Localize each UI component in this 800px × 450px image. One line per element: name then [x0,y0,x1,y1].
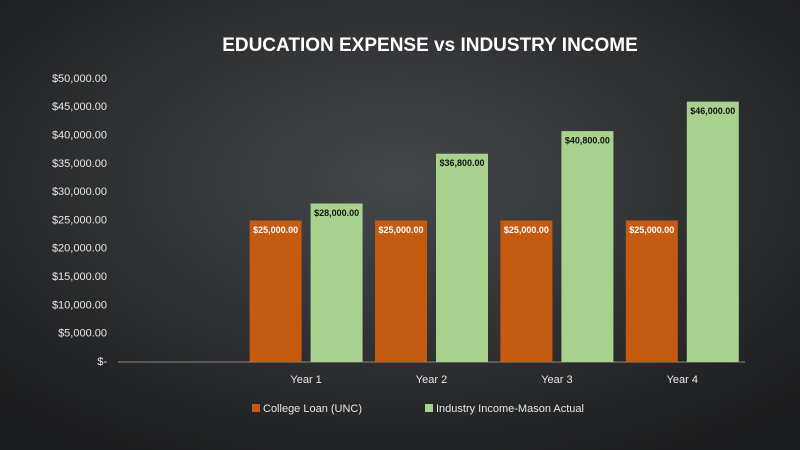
bar [436,153,488,362]
bar [375,220,427,362]
y-tick-label: $5,000.00 [58,328,107,340]
bar [561,131,614,362]
value-label: $25,000.00 [629,225,674,235]
x-tick-label: Year 2 [416,374,447,386]
x-tick-label: Year 4 [667,374,698,386]
y-tick-label: $35,000.00 [52,158,107,170]
y-tick-label: $45,000.00 [52,101,107,113]
bar [625,220,678,362]
value-label: $36,800.00 [439,158,484,168]
bar [249,220,302,362]
y-tick-label: $30,000.00 [52,186,107,198]
value-label: $25,000.00 [378,225,423,235]
value-label: $40,800.00 [565,135,610,145]
y-tick-label: $- [97,356,107,368]
bar [310,203,363,362]
value-label: $25,000.00 [253,225,298,235]
legend-label: Industry Income-Mason Actual [436,403,584,415]
y-tick-label: $15,000.00 [52,271,107,283]
legend-swatch [425,404,433,412]
value-label: $28,000.00 [314,208,359,218]
y-tick-label: $40,000.00 [52,130,107,142]
bar [500,220,553,362]
value-label: $25,000.00 [504,225,549,235]
chart-title: EDUCATION EXPENSE vs INDUSTRY INCOME [222,35,638,56]
y-tick-label: $10,000.00 [52,299,107,311]
x-tick-label: Year 1 [290,374,321,386]
bar [686,101,739,362]
y-tick-label: $20,000.00 [52,243,107,255]
value-label: $46,000.00 [690,106,735,116]
x-tick-label: Year 3 [541,374,572,386]
y-tick-label: $50,000.00 [52,73,107,85]
legend-swatch [252,404,260,412]
legend-label: College Loan (UNC) [263,403,362,415]
y-tick-label: $25,000.00 [52,214,107,226]
